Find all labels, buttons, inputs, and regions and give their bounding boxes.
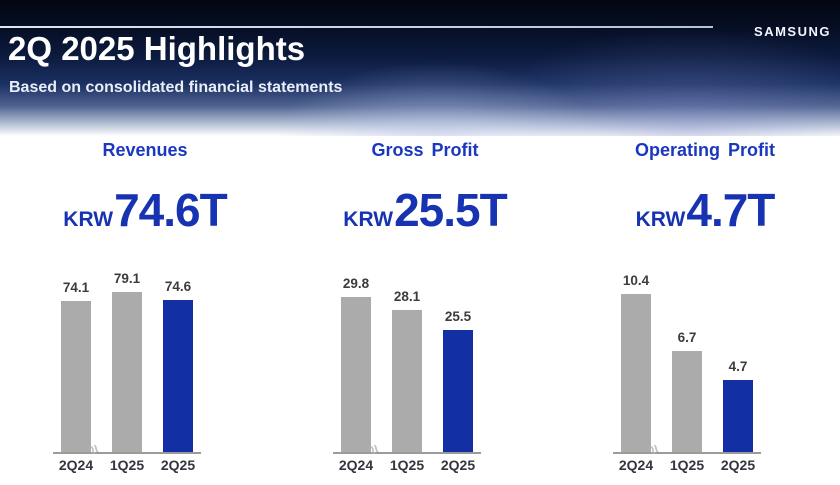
metric-title-gross-profit: Gross Profit — [371, 140, 479, 160]
metric-column-operating-profit: Operating Profit KRW 4.7T 10.4 2Q24 6.7 1Q2… — [590, 0, 820, 485]
bar-value-label: 29.8 — [342, 276, 370, 291]
headline-value: 74.6T — [114, 184, 228, 236]
bar-value-label: 74.6 — [164, 279, 192, 294]
bar-1q25 — [392, 310, 422, 452]
currency-prefix: KRW — [635, 208, 686, 231]
x-axis-label: 1Q25 — [669, 457, 705, 473]
headline-value: 4.7T — [686, 184, 775, 236]
bar-1q25 — [112, 292, 142, 452]
metric-title-operating-profit: Operating Profit — [634, 140, 775, 160]
bar-value-label: 74.1 — [62, 280, 90, 295]
x-axis-label: 2Q24 — [618, 457, 654, 473]
bar-value-label: 28.1 — [393, 289, 421, 304]
headline-operating-profit: KRW 4.7T — [590, 183, 820, 237]
page-title: 2Q 2025 Highlights — [8, 30, 306, 67]
bar-chart-revenues: 74.1 2Q24 79.1 1Q25 74.6 2Q25 ≈ — [53, 0, 201, 485]
x-axis-line — [333, 452, 481, 454]
x-axis-label: 2Q24 — [58, 457, 94, 473]
x-axis-label: 1Q25 — [389, 457, 425, 473]
x-axis-label: 2Q24 — [338, 457, 374, 473]
page-subtitle: Based on consolidated financial statemen… — [9, 79, 343, 96]
bar-value-label: 6.7 — [677, 330, 697, 345]
bar-value-label: 10.4 — [622, 273, 650, 288]
header-band: 2Q 2025 Highlights Based on consolidated… — [0, 0, 840, 136]
x-axis-line — [53, 452, 201, 454]
x-axis-label: 2Q25 — [160, 457, 196, 473]
currency-prefix: KRW — [63, 208, 114, 231]
metric-title-revenues: Revenues — [102, 140, 188, 160]
bar-chart-gross-profit: 29.8 2Q24 28.1 1Q25 25.5 2Q25 ≈ — [333, 0, 481, 485]
headline-revenues: KRW 74.6T — [30, 183, 260, 237]
x-axis-line — [613, 452, 761, 454]
bar-chart-operating-profit: 10.4 2Q24 6.7 1Q25 4.7 2Q25 ≈ — [613, 0, 761, 485]
bar-2q25 — [723, 380, 753, 452]
headline-gross-profit: KRW 25.5T — [310, 183, 540, 237]
x-axis-label: 2Q25 — [440, 457, 476, 473]
bar-2q24 — [341, 297, 371, 452]
bar-value-label: 25.5 — [444, 309, 472, 324]
samsung-logo: SAMSUNG — [754, 24, 831, 39]
bar-value-label: 4.7 — [728, 359, 748, 374]
bar-value-label: 79.1 — [113, 271, 141, 286]
metric-column-revenues: Revenues KRW 74.6T 74.1 2Q24 79.1 1Q25 74.6 2… — [30, 0, 260, 485]
header-divider-line — [0, 26, 713, 28]
headline-value: 25.5T — [394, 184, 508, 236]
x-axis-label: 2Q25 — [720, 457, 756, 473]
bar-2q24 — [621, 294, 651, 452]
bar-2q25 — [443, 330, 473, 452]
bar-2q24 — [61, 301, 91, 452]
bar-1q25 — [672, 351, 702, 452]
x-axis-label: 1Q25 — [109, 457, 145, 473]
bar-2q25 — [163, 300, 193, 452]
currency-prefix: KRW — [343, 208, 394, 231]
metric-column-gross-profit: Gross Profit KRW 25.5T 29.8 2Q24 28.1 1Q25 2… — [310, 0, 540, 485]
